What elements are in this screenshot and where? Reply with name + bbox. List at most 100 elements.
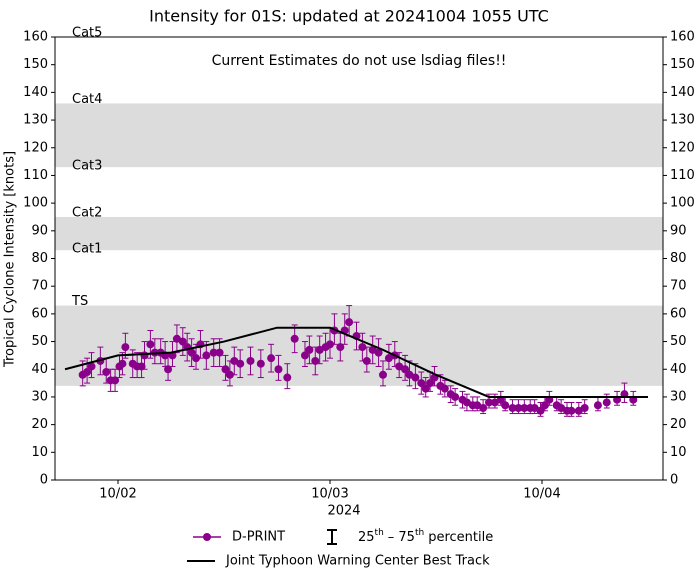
point [137, 362, 146, 371]
category-label: Cat1 [72, 241, 102, 256]
point [225, 370, 234, 379]
point [374, 348, 383, 357]
point [83, 368, 92, 377]
point [192, 354, 201, 363]
point [514, 404, 523, 413]
point [567, 406, 576, 415]
y2-tick-label: 110 [670, 168, 695, 183]
point [209, 348, 218, 357]
y-tick-label: 10 [31, 445, 48, 460]
legend-marker [203, 533, 211, 541]
point [164, 365, 173, 374]
point [580, 404, 589, 413]
point [300, 351, 309, 360]
legend-label: Joint Typhoon Warning Center Best Track [225, 554, 490, 569]
point [236, 359, 245, 368]
y2-tick-label: 10 [670, 445, 687, 460]
point [121, 343, 130, 352]
category-band [55, 216, 663, 251]
point [140, 351, 149, 360]
point [221, 365, 230, 374]
best-track-line [64, 326, 648, 398]
y-tick-label: 140 [23, 85, 48, 100]
point [290, 334, 299, 343]
point [593, 401, 602, 410]
y2-tick-label: 80 [670, 251, 687, 266]
y-tick-label: 60 [31, 306, 48, 321]
point [146, 340, 155, 349]
y-tick-label: 110 [23, 168, 48, 183]
y2-tick-label: 60 [670, 306, 687, 321]
y-tick-label: 80 [31, 251, 48, 266]
y-tick-label: 0 [40, 473, 48, 488]
legend-label: 25th – 75th percentile [358, 528, 493, 545]
point [358, 343, 367, 352]
y-tick-label: 50 [31, 334, 48, 349]
point [479, 404, 488, 413]
y2-tick-label: 90 [670, 223, 687, 238]
superscript: th [375, 528, 384, 538]
category-label: TS [71, 294, 88, 309]
y2-tick-label: 20 [670, 417, 687, 432]
category-band [55, 103, 663, 168]
y-tick-label: 40 [31, 362, 48, 377]
y-tick-label: 70 [31, 279, 48, 294]
category-label: Cat4 [72, 92, 102, 107]
category-label: Cat2 [72, 205, 102, 220]
point [102, 368, 111, 377]
y-tick-label: 120 [23, 140, 48, 155]
point [256, 359, 265, 368]
x-tick-label: 10/04 [523, 487, 560, 502]
y2-tick-label: 140 [670, 85, 695, 100]
y2-tick-label: 150 [670, 57, 695, 72]
point [305, 345, 314, 354]
x-axis-label: 2024 [327, 504, 360, 519]
point [484, 398, 493, 407]
y-tick-label: 160 [23, 30, 48, 45]
superscript: th [415, 528, 424, 538]
point [421, 384, 430, 393]
y2-tick-label: 120 [670, 140, 695, 155]
y-tick-label: 20 [31, 417, 48, 432]
x-tick-label: 10/02 [99, 487, 136, 502]
point [508, 404, 517, 413]
y-axis-label: Tropical Cyclone Intensity [knots] [3, 151, 18, 368]
point [246, 356, 255, 365]
point [426, 379, 435, 388]
point [274, 365, 283, 374]
chart-title: Intensity for 01S: updated at 20241004 1… [149, 7, 549, 26]
x-tick-label: 10/03 [311, 487, 348, 502]
point [378, 370, 387, 379]
point [325, 340, 334, 349]
y-tick-label: 90 [31, 223, 48, 238]
point [440, 384, 449, 393]
point [215, 348, 224, 357]
point [417, 379, 426, 388]
point [401, 365, 410, 374]
y2-tick-label: 50 [670, 334, 687, 349]
category-label: Cat5 [72, 26, 102, 41]
point [202, 351, 211, 360]
point [111, 376, 120, 385]
y2-tick-label: 0 [670, 473, 678, 488]
point [283, 373, 292, 382]
point [536, 406, 545, 415]
y2-tick-label: 70 [670, 279, 687, 294]
point [311, 356, 320, 365]
point [178, 337, 187, 346]
point [336, 343, 345, 352]
legend-text: – 75 [388, 530, 415, 545]
y-tick-label: 100 [23, 196, 48, 211]
y-tick-label: 130 [23, 113, 48, 128]
point [520, 404, 529, 413]
point [411, 373, 420, 382]
point [345, 318, 354, 327]
point [118, 359, 127, 368]
point [267, 354, 276, 363]
point [451, 392, 460, 401]
y2-tick-label: 40 [670, 362, 687, 377]
legend-text: 25 [358, 530, 375, 545]
y-tick-label: 30 [31, 389, 48, 404]
point [602, 398, 611, 407]
